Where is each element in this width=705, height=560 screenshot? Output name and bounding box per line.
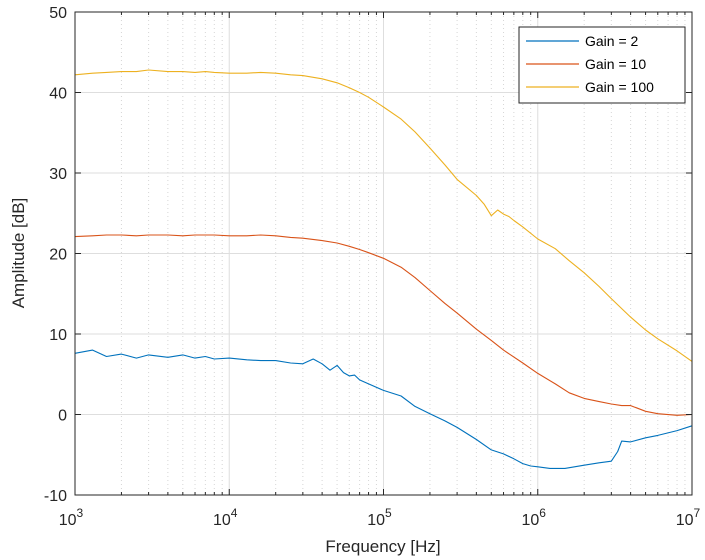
x-tick-base: 10 xyxy=(676,512,694,529)
x-tick-exponent: 3 xyxy=(77,506,84,520)
series-layer xyxy=(74,69,693,469)
y-tick-label: 30 xyxy=(49,166,67,183)
x-tick-label: 105 xyxy=(367,506,392,529)
x-tick-label: 104 xyxy=(213,506,238,529)
y-tick-label: -10 xyxy=(44,488,67,505)
series-line-3 xyxy=(74,69,693,362)
y-tick-label: 40 xyxy=(49,86,67,103)
legend-label: Gain = 10 xyxy=(585,56,646,72)
x-tick-exponent: 7 xyxy=(694,506,701,520)
legend: Gain = 2 Gain = 10 Gain = 100 xyxy=(518,26,686,104)
y-tick-label: 10 xyxy=(49,327,67,344)
x-tick-base: 10 xyxy=(522,512,540,529)
x-tick-exponent: 5 xyxy=(385,506,392,520)
x-tick-label: 103 xyxy=(59,506,84,529)
y-tick-label: 20 xyxy=(49,247,67,264)
series-line-2 xyxy=(74,234,693,416)
x-tick-base: 10 xyxy=(367,512,385,529)
series-line-1 xyxy=(74,349,693,469)
y-tick-label: 50 xyxy=(49,5,67,22)
y-tick-labels: -10 0 10 20 30 40 50 xyxy=(44,5,67,505)
x-tick-exponent: 6 xyxy=(539,506,546,520)
x-tick-label: 107 xyxy=(676,506,701,529)
x-tick-exponent: 4 xyxy=(231,506,238,520)
x-tick-base: 10 xyxy=(59,512,77,529)
x-tick-label: 106 xyxy=(522,506,547,529)
x-tick-labels: 103 104 105 106 107 xyxy=(59,506,701,529)
legend-box xyxy=(518,26,686,104)
x-axis-label: Frequency [Hz] xyxy=(325,537,440,556)
y-tick-label: 0 xyxy=(58,408,67,425)
x-tick-base: 10 xyxy=(213,512,231,529)
ticks-layer xyxy=(74,11,693,496)
legend-label: Gain = 2 xyxy=(585,33,639,49)
legend-label: Gain = 100 xyxy=(585,79,654,95)
y-axis-label: Amplitude [dB] xyxy=(9,198,28,309)
